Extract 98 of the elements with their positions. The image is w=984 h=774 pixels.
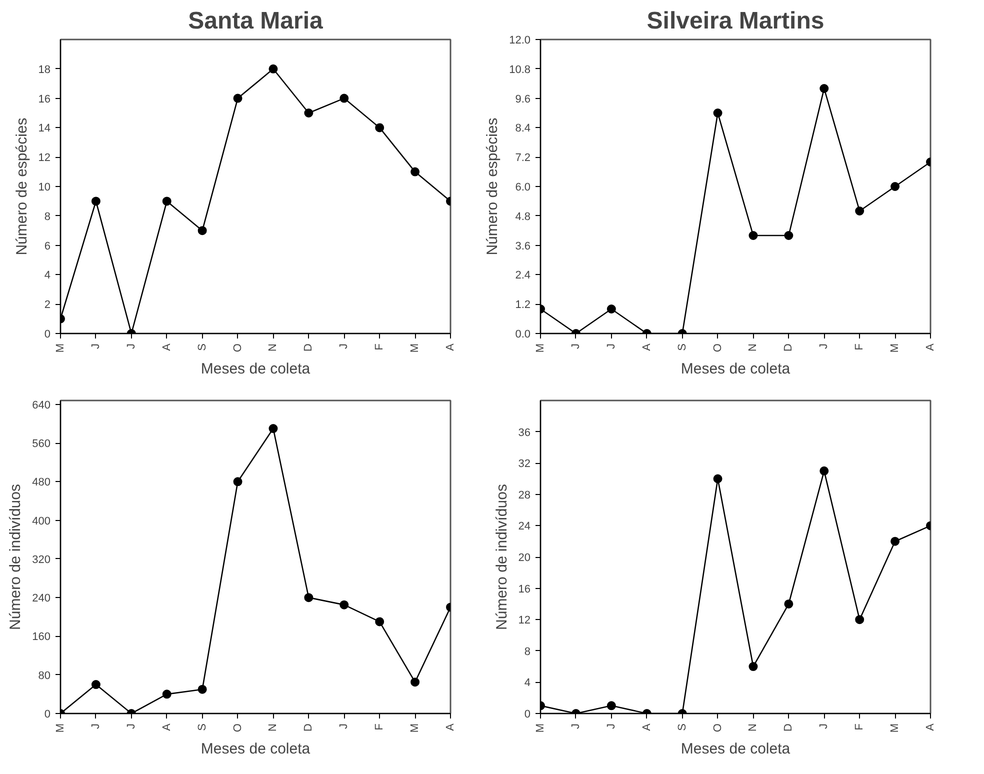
x-tick-label: A <box>640 722 653 731</box>
x-tick-label: M <box>54 723 66 733</box>
y-tick-label: 4 <box>44 270 51 282</box>
x-tick-label: J <box>338 724 350 729</box>
y-tick-label: 36 <box>518 426 531 439</box>
y-tick-label: 18 <box>38 64 51 76</box>
x-tick-label: F <box>854 723 866 730</box>
x-tick-label: S <box>676 343 688 351</box>
x-tick-label: J <box>570 724 582 729</box>
y-tick-label: 480 <box>32 476 51 489</box>
y-tick-label: 4 <box>524 677 531 690</box>
y-tick-label: 10 <box>38 182 51 194</box>
x-tick-label: A <box>160 342 173 351</box>
y-tick-label: 240 <box>32 592 51 605</box>
x-tick-label: M <box>534 343 546 353</box>
x-tick-label: N <box>267 343 280 352</box>
y-tick-label: 8.4 <box>515 122 531 135</box>
y-tick-label: 12 <box>518 614 531 627</box>
y-tick-label: 8 <box>44 210 51 223</box>
x-tick-label: O <box>712 723 724 732</box>
y-tick-label: 400 <box>32 515 51 528</box>
x-tick-label: J <box>90 724 102 729</box>
x-tick-label: A <box>444 342 456 351</box>
y-tick-label: 16 <box>38 93 51 106</box>
x-tick-label: A <box>924 722 936 731</box>
x-tick-label: D <box>782 723 795 732</box>
x-tick-label: M <box>409 723 422 733</box>
x-tick-label: A <box>640 342 653 351</box>
x-tick-label: J <box>125 724 138 729</box>
y-tick-label: 7.2 <box>515 152 531 164</box>
y-tick-label: 12.0 <box>509 34 531 46</box>
x-tick-label: J <box>90 344 102 349</box>
y-axis-title: Número de espécies <box>13 118 30 256</box>
x-tick-label: J <box>125 344 138 349</box>
x-tick-label: M <box>409 343 422 353</box>
y-axis-title: Número de espécies <box>484 118 502 256</box>
x-tick-label: M <box>889 723 902 733</box>
y-axis-title: Número de indivíduos <box>493 484 510 630</box>
y-tick-label: 3.6 <box>515 240 531 252</box>
x-tick-label: F <box>374 723 386 730</box>
x-tick-label: D <box>782 343 795 352</box>
y-tick-label: 4.8 <box>515 210 531 223</box>
x-tick-label: F <box>374 343 386 350</box>
y-tick-label: 24 <box>518 520 531 533</box>
y-tick-label: 560 <box>32 438 51 450</box>
y-tick-label: 14 <box>38 122 51 135</box>
x-tick-label: S <box>196 343 208 351</box>
y-tick-label: 80 <box>38 670 51 682</box>
x-tick-label: M <box>54 343 66 353</box>
x-tick-label: J <box>338 344 350 349</box>
x-tick-label: J <box>605 724 618 729</box>
x-tick-label: M <box>889 343 902 353</box>
y-tick-label: 20 <box>518 552 531 564</box>
x-axis-title: Meses de coleta <box>680 360 791 378</box>
x-tick-label: D <box>302 343 315 352</box>
x-axis-title: Meses de coleta <box>680 740 791 758</box>
y-tick-label: 2.4 <box>515 270 531 282</box>
x-tick-label: J <box>570 344 582 349</box>
x-tick-label: M <box>534 723 546 733</box>
x-tick-label: S <box>196 723 208 731</box>
x-tick-label: O <box>712 343 724 352</box>
y-axis-title: Número de indivíduos <box>7 484 24 630</box>
x-tick-label: O <box>232 723 244 732</box>
x-tick-label: J <box>605 344 618 349</box>
x-tick-label: D <box>302 723 315 732</box>
x-tick-label: A <box>160 722 173 731</box>
y-tick-label: 8 <box>524 646 531 658</box>
x-tick-label: O <box>232 343 244 352</box>
y-tick-label: 16 <box>518 583 531 596</box>
x-tick-label: N <box>747 723 760 732</box>
x-axis-title: Meses de coleta <box>200 740 311 758</box>
x-tick-label: A <box>924 342 936 351</box>
x-tick-label: S <box>676 723 688 731</box>
x-tick-label: A <box>444 722 456 731</box>
x-axis-title: Meses de coleta <box>200 360 311 378</box>
y-tick-label: 0 <box>44 328 51 340</box>
chart-title: Santa Maria <box>188 8 324 34</box>
y-tick-label: 0 <box>44 708 51 720</box>
y-tick-label: 12 <box>38 152 51 164</box>
x-tick-label: J <box>818 724 830 729</box>
y-tick-label: 640 <box>32 399 51 412</box>
y-tick-label: 6.0 <box>515 182 531 194</box>
y-tick-label: 9.6 <box>515 93 531 106</box>
y-tick-label: 28 <box>518 489 531 502</box>
x-tick-label: N <box>267 723 280 732</box>
y-tick-label: 1.2 <box>515 299 531 312</box>
x-tick-label: F <box>854 343 866 350</box>
y-tick-label: 32 <box>518 458 531 470</box>
y-tick-label: 160 <box>32 631 51 644</box>
y-tick-label: 10.8 <box>509 64 531 76</box>
y-tick-label: 6 <box>44 240 51 252</box>
x-tick-label: J <box>818 344 830 349</box>
y-tick-label: 2 <box>44 299 51 312</box>
x-tick-label: N <box>747 343 760 352</box>
y-tick-label: 320 <box>32 554 51 566</box>
chart-title: Silveira Martins <box>646 8 824 34</box>
y-tick-label: 0.0 <box>515 328 531 340</box>
y-tick-label: 0 <box>524 708 531 720</box>
